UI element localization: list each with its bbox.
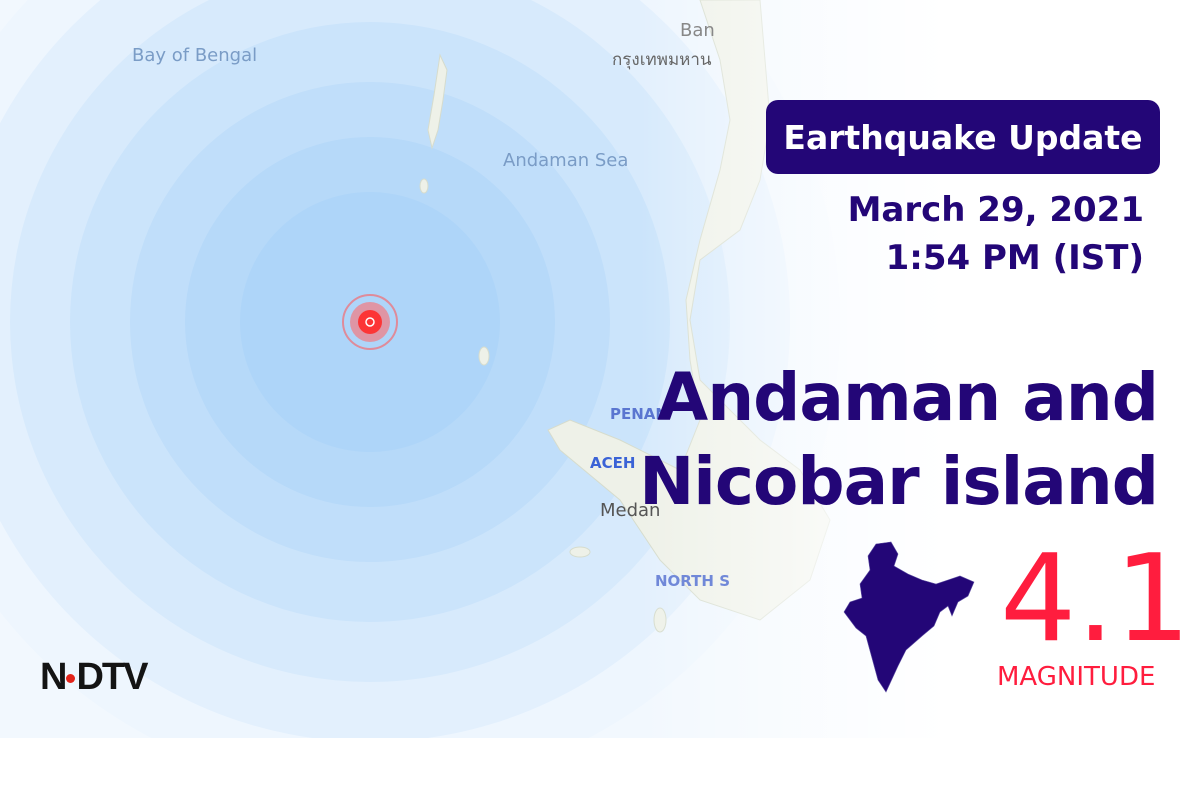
map-label-andaman-sea: Andaman Sea xyxy=(503,150,629,171)
ndtv-logo: N DTV xyxy=(40,656,148,698)
event-time: 1:54 PM (IST) xyxy=(885,238,1144,278)
india-map-icon xyxy=(843,541,975,693)
map-label-aceh: ACEH xyxy=(590,454,636,472)
epicenter-marker xyxy=(342,294,398,350)
map-label-medan: Medan xyxy=(600,500,661,521)
location-line-2: Nicobar island xyxy=(639,443,1159,520)
island xyxy=(478,346,490,366)
event-date: March 29, 2021 xyxy=(847,190,1144,230)
island xyxy=(419,178,429,194)
logo-dot-icon xyxy=(66,674,76,684)
andaman-islands xyxy=(427,53,448,150)
magnitude-value: 4.1 xyxy=(1000,530,1191,669)
island xyxy=(569,546,591,558)
map-label-penang: PENAN xyxy=(610,405,668,423)
location-line-1: Andaman and xyxy=(657,359,1159,436)
map-label-bay-of-bengal: Bay of Bengal xyxy=(132,45,258,66)
map-label-bangkok-thai: กรุงเทพมหาน xyxy=(612,50,712,70)
magnitude-label: MAGNITUDE xyxy=(997,662,1156,692)
intensity-rings xyxy=(0,0,840,792)
earthquake-update-badge: Earthquake Update xyxy=(766,100,1160,174)
map-label-bangkok: Ban xyxy=(680,20,715,41)
map-label-north-sumatra: NORTH S xyxy=(655,572,730,590)
